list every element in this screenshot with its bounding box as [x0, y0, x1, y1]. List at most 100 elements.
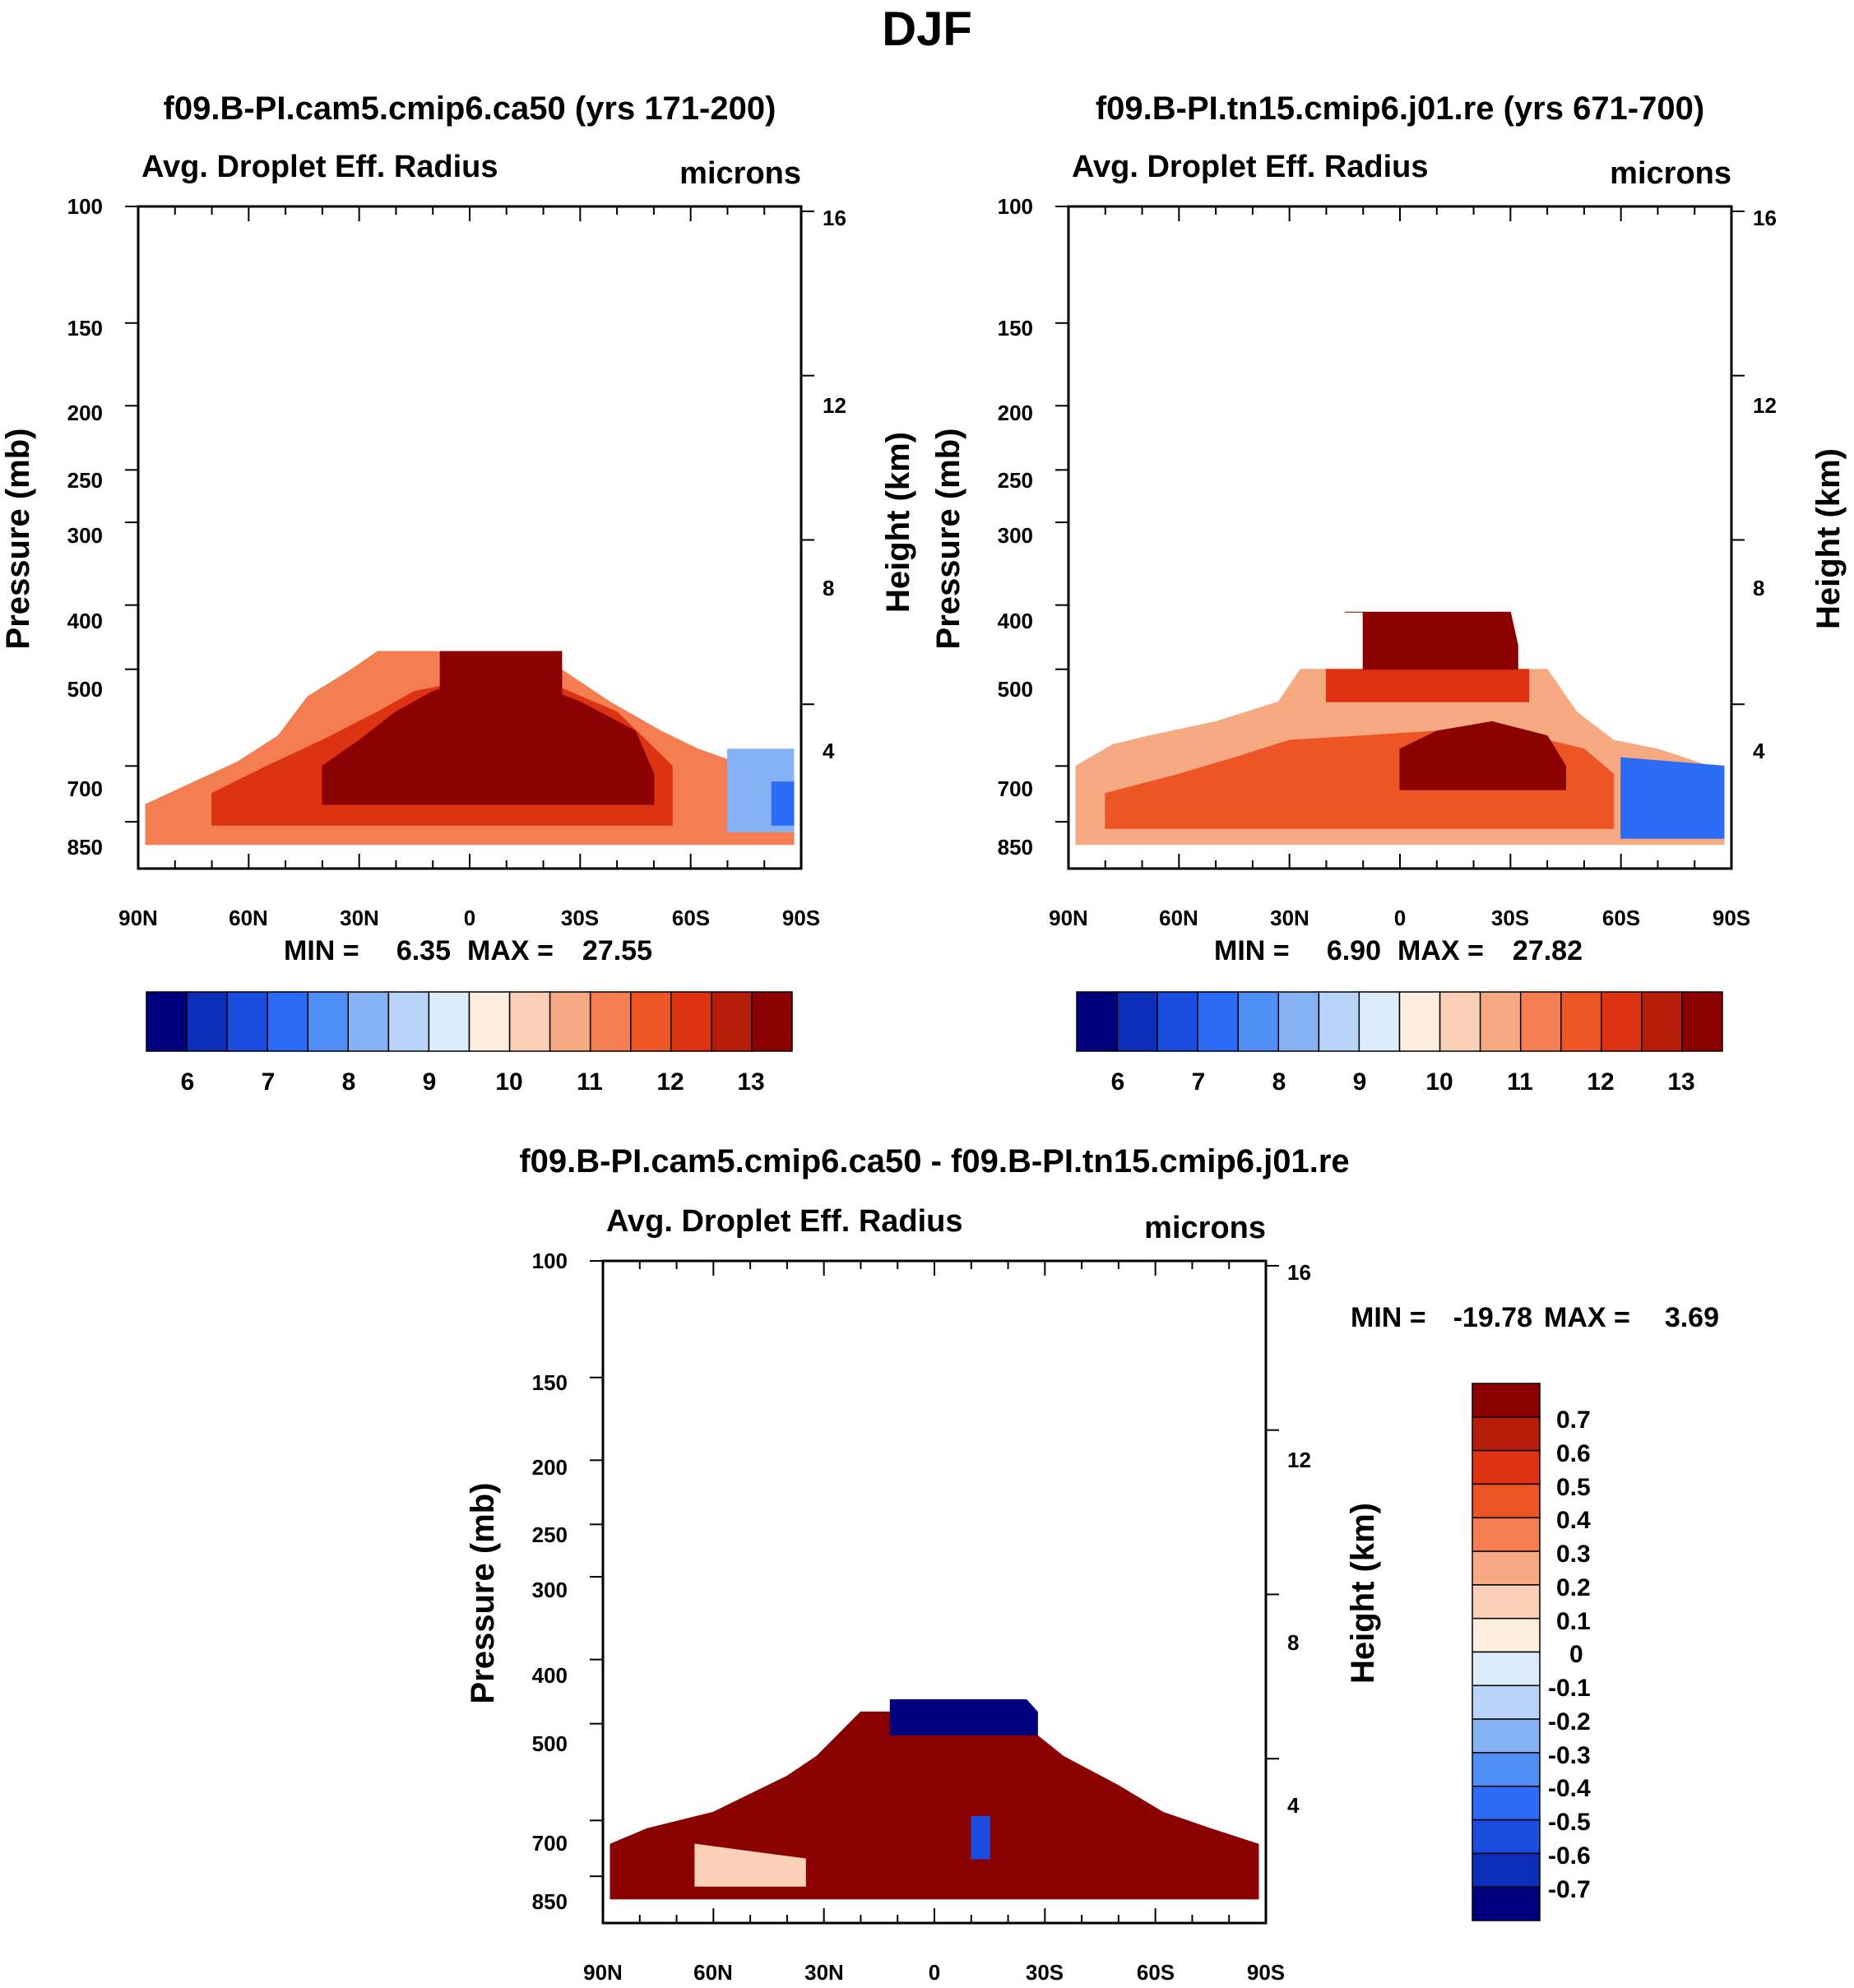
colorbar	[1472, 1383, 1541, 1921]
colorbar-box	[186, 991, 228, 1052]
colorbar-label: 10	[1425, 1068, 1453, 1096]
panel-title: f09.B-PI.cam5.cmip6.ca50 - f09.B-PI.tn15…	[519, 1143, 1349, 1179]
x-tick-label: 90N	[118, 906, 158, 930]
x-minor-ticks	[125, 206, 814, 869]
y-tick-label: 200	[67, 401, 103, 425]
x-tick-label: 30N	[804, 1960, 844, 1985]
y-tick-label: 700	[998, 776, 1033, 801]
y2-axis: 16 12 8 4 Height (km)	[823, 206, 916, 763]
y2-tick-label: 8	[1287, 1630, 1299, 1655]
y-tick-label: 250	[998, 468, 1033, 493]
y2-tick-label: 12	[1753, 393, 1777, 418]
max-label: MAX =	[1544, 1302, 1630, 1333]
y-tick-label: 500	[67, 677, 103, 702]
colorbar-box	[347, 991, 390, 1052]
colorbar-box	[428, 991, 470, 1052]
colorbar-label: 12	[656, 1068, 684, 1096]
colorbar-box	[1472, 1752, 1541, 1787]
contour-region-tropical-blue	[971, 1815, 990, 1860]
figure-title: DJF	[882, 2, 972, 56]
y-tick-label: 300	[998, 523, 1033, 548]
colorbar-label: 0.7	[1556, 1406, 1591, 1434]
colorbar-label: 7	[1192, 1068, 1206, 1096]
stats: MIN = 6.90 MAX = 27.82	[1214, 935, 1583, 966]
colorbar-label: 7	[262, 1068, 276, 1096]
plot-area	[1075, 611, 1725, 846]
colorbar-box	[1472, 1886, 1541, 1921]
y2-axis-title: Height (km)	[1810, 448, 1847, 629]
panel-test: f09.B-PI.tn15.cmip6.j01.re (yrs 671-700)…	[930, 90, 1847, 1096]
colorbar-label: 0.1	[1556, 1608, 1591, 1635]
max-label: MAX =	[1397, 935, 1484, 966]
colorbar-label: 8	[1272, 1068, 1286, 1096]
max-value: 3.69	[1665, 1302, 1719, 1333]
min-value: 6.90	[1327, 935, 1381, 966]
colorbar-box	[1472, 1383, 1541, 1418]
y2-axis: 16 12 8 4 Height (km)	[1287, 1260, 1381, 1818]
min-label: MIN =	[1351, 1302, 1426, 1333]
x-tick-label: 0	[464, 906, 475, 930]
variable-label: Avg. Droplet Eff. Radius	[606, 1204, 963, 1239]
colorbar-box	[267, 991, 309, 1052]
y-axis-title: Pressure (mb)	[930, 429, 966, 650]
colorbar-label: 6	[181, 1068, 195, 1096]
y-tick-label: 850	[998, 835, 1033, 860]
y-tick-label: 700	[67, 776, 103, 801]
x-tick-label: 90S	[1713, 906, 1750, 930]
colorbar-label: -0.1	[1548, 1675, 1591, 1702]
y2-tick-label: 4	[1287, 1793, 1300, 1818]
colorbar-box	[1472, 1483, 1541, 1518]
colorbar-box	[307, 991, 350, 1052]
colorbar-box	[1479, 991, 1522, 1052]
panel-title: f09.B-PI.tn15.cmip6.j01.re (yrs 671-700)	[1096, 90, 1704, 127]
x-tick-label: 90S	[782, 906, 820, 930]
y-axis-title: Pressure (mb)	[465, 1483, 501, 1704]
y2-tick-label: 4	[823, 739, 835, 763]
colorbar-box	[1197, 991, 1240, 1052]
y-tick-label: 200	[998, 401, 1033, 425]
max-label: MAX =	[467, 935, 554, 966]
contour-region-southern-blue	[771, 781, 795, 826]
colorbar-box	[1116, 991, 1158, 1052]
y-tick-label: 150	[67, 316, 103, 341]
contour-region-northern-light	[694, 1843, 806, 1887]
colorbar	[146, 991, 793, 1052]
units-label: microns	[1144, 1211, 1266, 1245]
colorbar-box	[1472, 1651, 1541, 1687]
y2-axis-title: Height (km)	[880, 432, 916, 613]
min-label: MIN =	[1214, 935, 1290, 966]
colorbar-labels: 6 7 8 9 10 11 12 13	[181, 1068, 765, 1096]
colorbar-box	[1076, 991, 1118, 1052]
colorbar-label: 9	[1353, 1068, 1367, 1096]
colorbar	[1076, 991, 1723, 1052]
y-tick-label: 200	[532, 1455, 568, 1480]
colorbar-box	[549, 991, 591, 1052]
colorbar-box	[1472, 1852, 1541, 1888]
colorbar-label: 11	[577, 1068, 603, 1096]
units-label: microns	[679, 156, 801, 191]
colorbar-label: 0	[1569, 1641, 1583, 1668]
x-axis: 90N 60N 30N 0 30S 60S 90S	[583, 1960, 1285, 1985]
colorbar-box	[1472, 1819, 1541, 1855]
x-tick-label: 90S	[1247, 1960, 1285, 1985]
colorbar-label: 13	[737, 1068, 764, 1096]
x-tick-label: 30N	[340, 906, 379, 930]
colorbar-label: 0.5	[1556, 1474, 1591, 1501]
y-tick-label: 400	[998, 609, 1033, 633]
y-tick-label: 100	[67, 194, 103, 219]
min-label: MIN =	[284, 935, 359, 966]
colorbar-box	[1472, 1449, 1541, 1485]
colorbar-labels: 6 7 8 9 10 11 12 13	[1111, 1068, 1695, 1096]
x-axis: 90N 60N 30N 0 30S 60S 90S	[1049, 906, 1750, 930]
variable-label: Avg. Droplet Eff. Radius	[1072, 150, 1429, 184]
colorbar-label: -0.5	[1548, 1809, 1591, 1836]
colorbar-box	[226, 991, 268, 1052]
variable-label: Avg. Droplet Eff. Radius	[141, 150, 498, 184]
colorbar-box	[1472, 1786, 1541, 1821]
colorbar-label: 10	[495, 1068, 522, 1096]
y-tick-label: 500	[998, 677, 1033, 702]
y2-tick-label: 8	[823, 576, 834, 600]
colorbar-box	[508, 991, 551, 1052]
colorbar-label: 9	[423, 1068, 437, 1096]
